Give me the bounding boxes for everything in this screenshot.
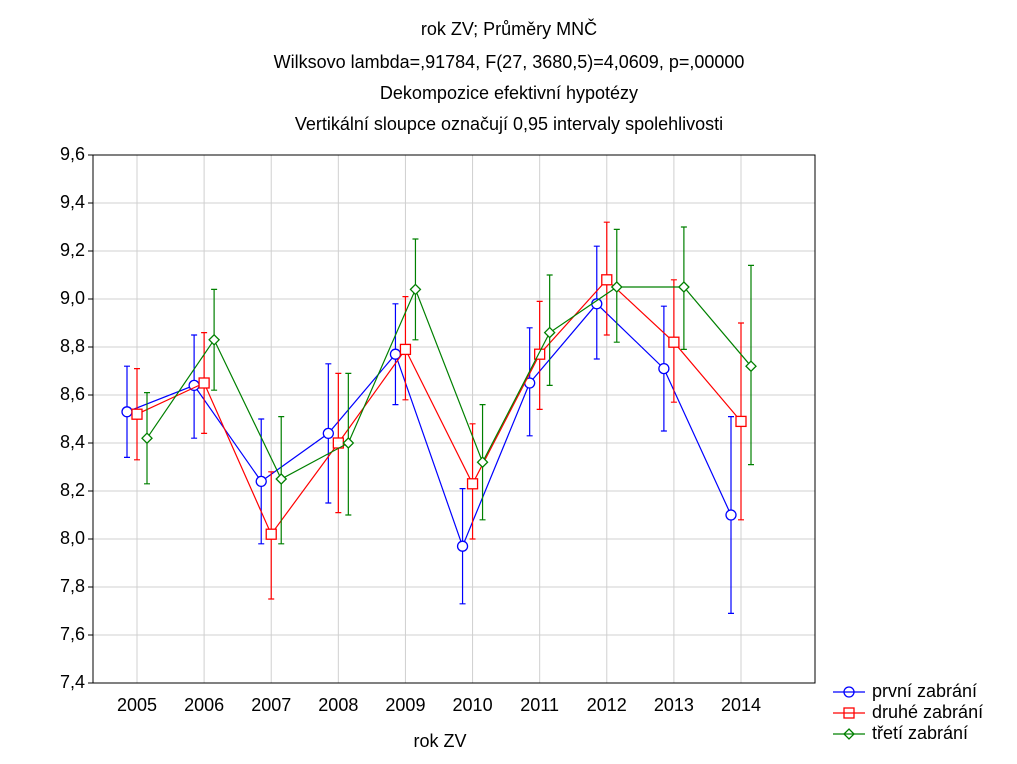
legend-label: první zabrání xyxy=(872,681,977,701)
y-tick-label: 8,4 xyxy=(60,432,85,452)
marker xyxy=(342,437,355,449)
y-tick-label: 8,8 xyxy=(60,336,85,356)
marker xyxy=(131,408,143,420)
x-tick-label: 2007 xyxy=(251,695,291,715)
marker xyxy=(275,473,288,485)
x-tick-label: 2011 xyxy=(520,695,559,715)
marker xyxy=(141,432,153,445)
y-tick-label: 8,2 xyxy=(60,480,85,500)
series-line xyxy=(126,302,732,548)
legend-label: třetí zabrání xyxy=(872,723,968,743)
series-line xyxy=(146,286,752,480)
marker xyxy=(677,281,690,293)
series-line xyxy=(136,278,742,536)
x-tick-label: 2005 xyxy=(117,695,157,715)
marker xyxy=(208,333,221,346)
marker xyxy=(543,326,556,339)
marker xyxy=(198,377,210,389)
marker xyxy=(610,281,623,293)
marker xyxy=(409,283,422,296)
marker xyxy=(843,707,855,719)
x-tick-label: 2009 xyxy=(385,695,425,715)
subtitle: Dekompozice efektivní hypotézy xyxy=(380,83,638,103)
marker xyxy=(725,509,737,521)
marker xyxy=(456,540,469,552)
marker xyxy=(735,415,747,428)
x-tick-label: 2006 xyxy=(184,695,224,715)
x-tick-label: 2013 xyxy=(654,695,694,715)
marker xyxy=(843,728,855,740)
marker xyxy=(843,686,855,698)
y-tick-label: 9,6 xyxy=(60,144,85,164)
legend-label: druhé zabrání xyxy=(872,702,983,722)
marker xyxy=(121,406,133,418)
x-axis-label: rok ZV xyxy=(413,731,466,751)
subtitle: Vertikální sloupce označují 0,95 interva… xyxy=(295,114,723,134)
chart-title: rok ZV; Průměry MNČ xyxy=(421,18,597,39)
y-tick-label: 7,8 xyxy=(60,576,85,596)
marker xyxy=(476,456,489,469)
x-tick-label: 2014 xyxy=(721,695,761,715)
marker xyxy=(745,360,757,373)
y-tick-label: 7,4 xyxy=(60,672,85,692)
subtitle: Wilksovo lambda=,91784, F(27, 3680,5)=4,… xyxy=(274,52,745,72)
y-tick-label: 8,0 xyxy=(60,528,85,548)
marker xyxy=(668,336,680,348)
x-tick-label: 2008 xyxy=(318,695,358,715)
plot-frame xyxy=(92,154,816,684)
marker xyxy=(601,274,613,286)
y-tick-label: 9,0 xyxy=(60,288,85,308)
y-tick-label: 8,6 xyxy=(60,384,85,404)
y-tick-label: 9,4 xyxy=(60,192,85,212)
marker xyxy=(322,427,334,440)
marker xyxy=(399,343,412,356)
marker xyxy=(658,362,670,375)
marker xyxy=(255,475,267,488)
y-tick-label: 9,2 xyxy=(60,240,85,260)
marker xyxy=(265,528,277,540)
x-tick-label: 2012 xyxy=(587,695,627,715)
x-tick-label: 2010 xyxy=(453,695,493,715)
marker xyxy=(534,348,546,360)
marker xyxy=(466,478,479,490)
y-tick-label: 7,6 xyxy=(60,624,85,644)
